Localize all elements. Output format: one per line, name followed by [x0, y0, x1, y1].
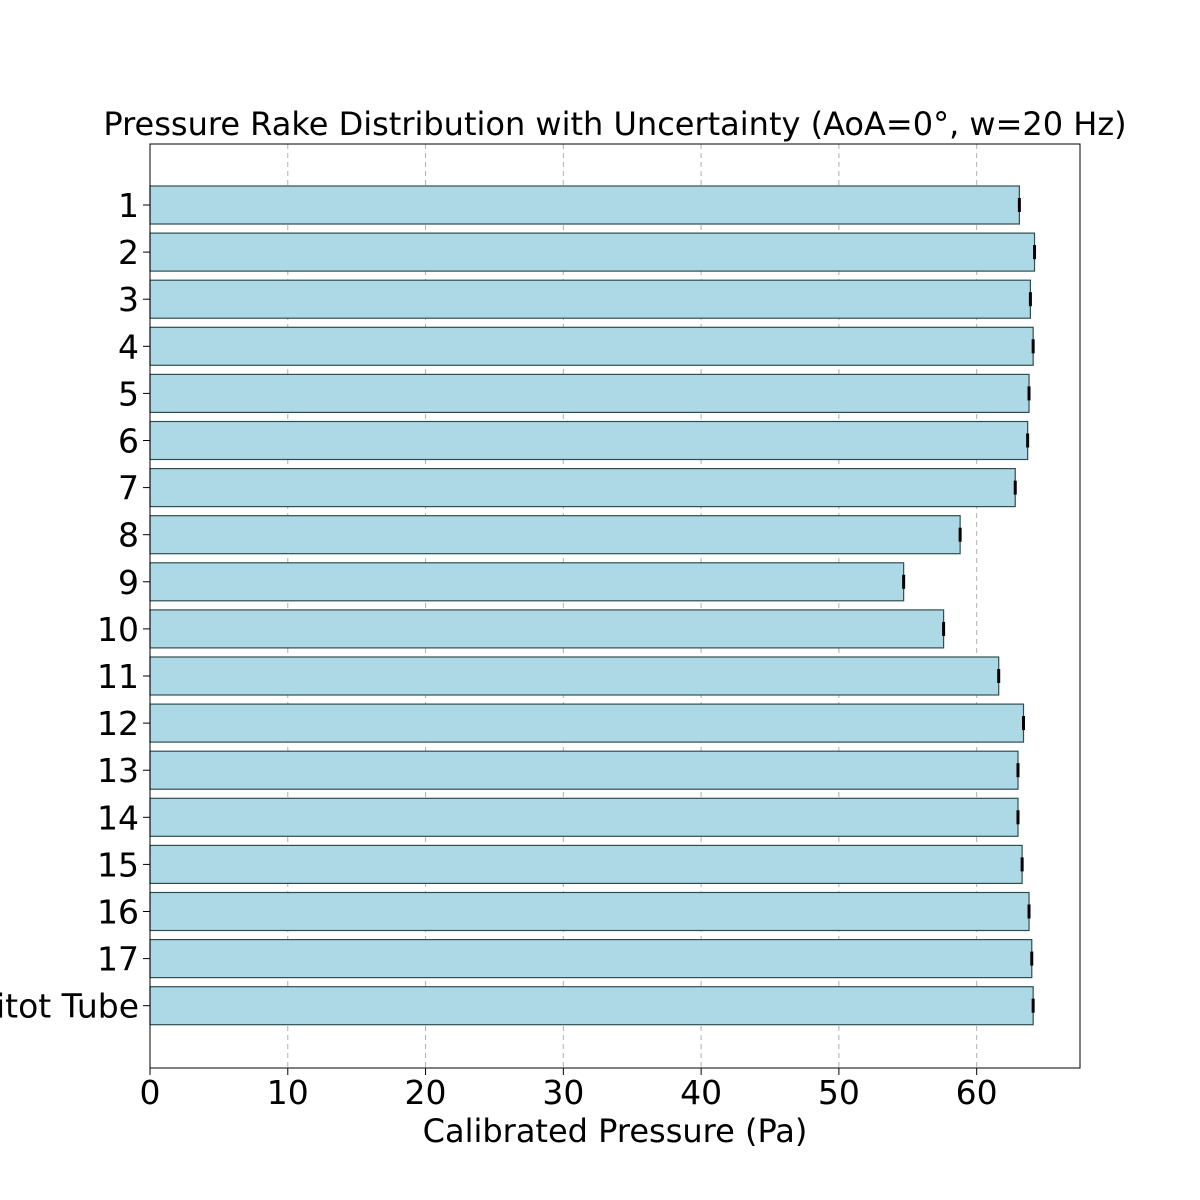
- y-tick-label: 11: [97, 657, 139, 696]
- y-tick-label: 10: [97, 610, 139, 649]
- bar: [149, 326, 1034, 366]
- x-tick-label: 40: [680, 1073, 722, 1112]
- x-tick-label: 10: [267, 1073, 309, 1112]
- bar: [149, 797, 1019, 837]
- y-tick-label: 7: [118, 469, 139, 508]
- y-tick-label: 17: [97, 940, 139, 979]
- bar: [149, 609, 945, 649]
- y-tick-label: 16: [97, 893, 139, 932]
- y-axis: 1234567891011121314151617Pitot Tube: [0, 186, 150, 1026]
- bar: [149, 562, 905, 602]
- bar: [149, 703, 1025, 743]
- bar: [149, 844, 1023, 885]
- y-tick-label: 13: [97, 751, 139, 790]
- plot-area: [149, 143, 1081, 1069]
- y-tick-label: 5: [118, 374, 139, 413]
- bar: [149, 468, 1016, 508]
- bar: [149, 185, 1020, 225]
- y-tick-label: Pitot Tube: [0, 987, 139, 1026]
- bar: [149, 515, 961, 555]
- x-tick-label: 60: [956, 1073, 998, 1112]
- y-tick-label: 1: [118, 186, 139, 225]
- chart-title: Pressure Rake Distribution with Uncertai…: [103, 105, 1126, 143]
- y-tick-label: 8: [118, 516, 139, 555]
- bar: [149, 279, 1032, 319]
- y-tick-label: 6: [118, 422, 139, 461]
- x-axis: 0 10 20 30 40 50 60: [140, 1068, 998, 1112]
- x-tick-label: 20: [405, 1073, 447, 1112]
- y-tick-label: 9: [118, 563, 139, 602]
- x-axis-label: Calibrated Pressure (Pa): [423, 1112, 808, 1150]
- x-tick-label: 30: [542, 1073, 584, 1112]
- bar: [149, 420, 1029, 461]
- x-tick-label: 50: [818, 1073, 860, 1112]
- bar: [149, 373, 1030, 413]
- y-tick-label: 15: [97, 845, 139, 884]
- error-bars: [902, 198, 1037, 1013]
- bar: [149, 656, 1000, 696]
- bar: [149, 750, 1019, 790]
- x-tick-label: 0: [140, 1073, 161, 1112]
- bar: [149, 232, 1036, 272]
- bar: [149, 938, 1033, 979]
- bar: [149, 891, 1030, 932]
- y-tick-label: 14: [97, 798, 139, 837]
- y-tick-label: 2: [118, 233, 139, 272]
- bar: [149, 986, 1034, 1026]
- y-tick-label: 4: [118, 327, 139, 366]
- y-tick-label: 12: [97, 704, 139, 743]
- y-tick-label: 3: [118, 280, 139, 319]
- bars: [149, 185, 1036, 1026]
